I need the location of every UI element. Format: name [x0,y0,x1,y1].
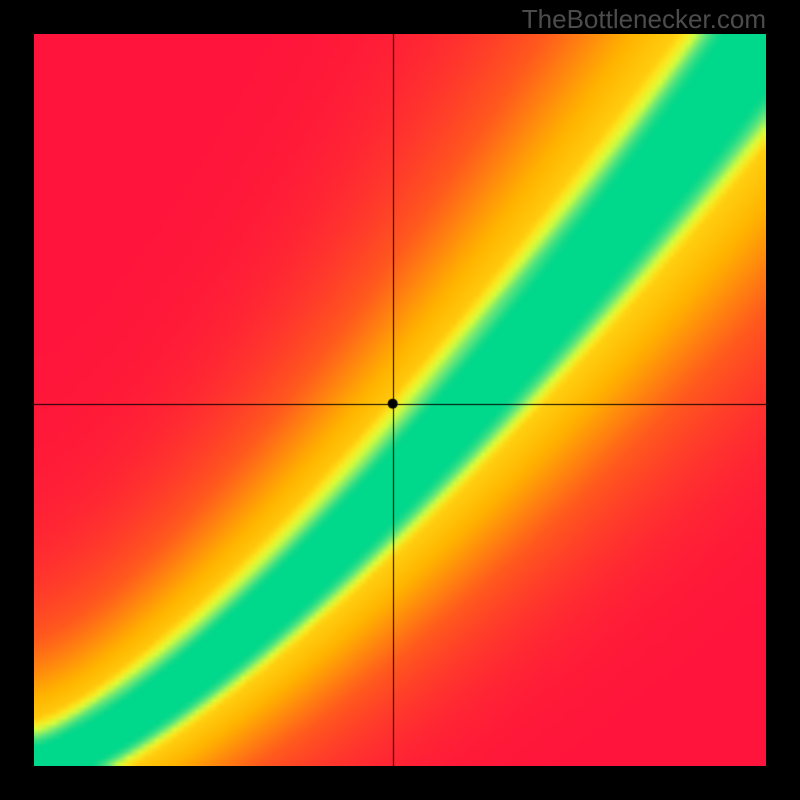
chart-stage: TheBottlenecker.com [0,0,800,800]
heatmap-plot [34,34,766,766]
watermark-text: TheBottlenecker.com [522,4,766,35]
